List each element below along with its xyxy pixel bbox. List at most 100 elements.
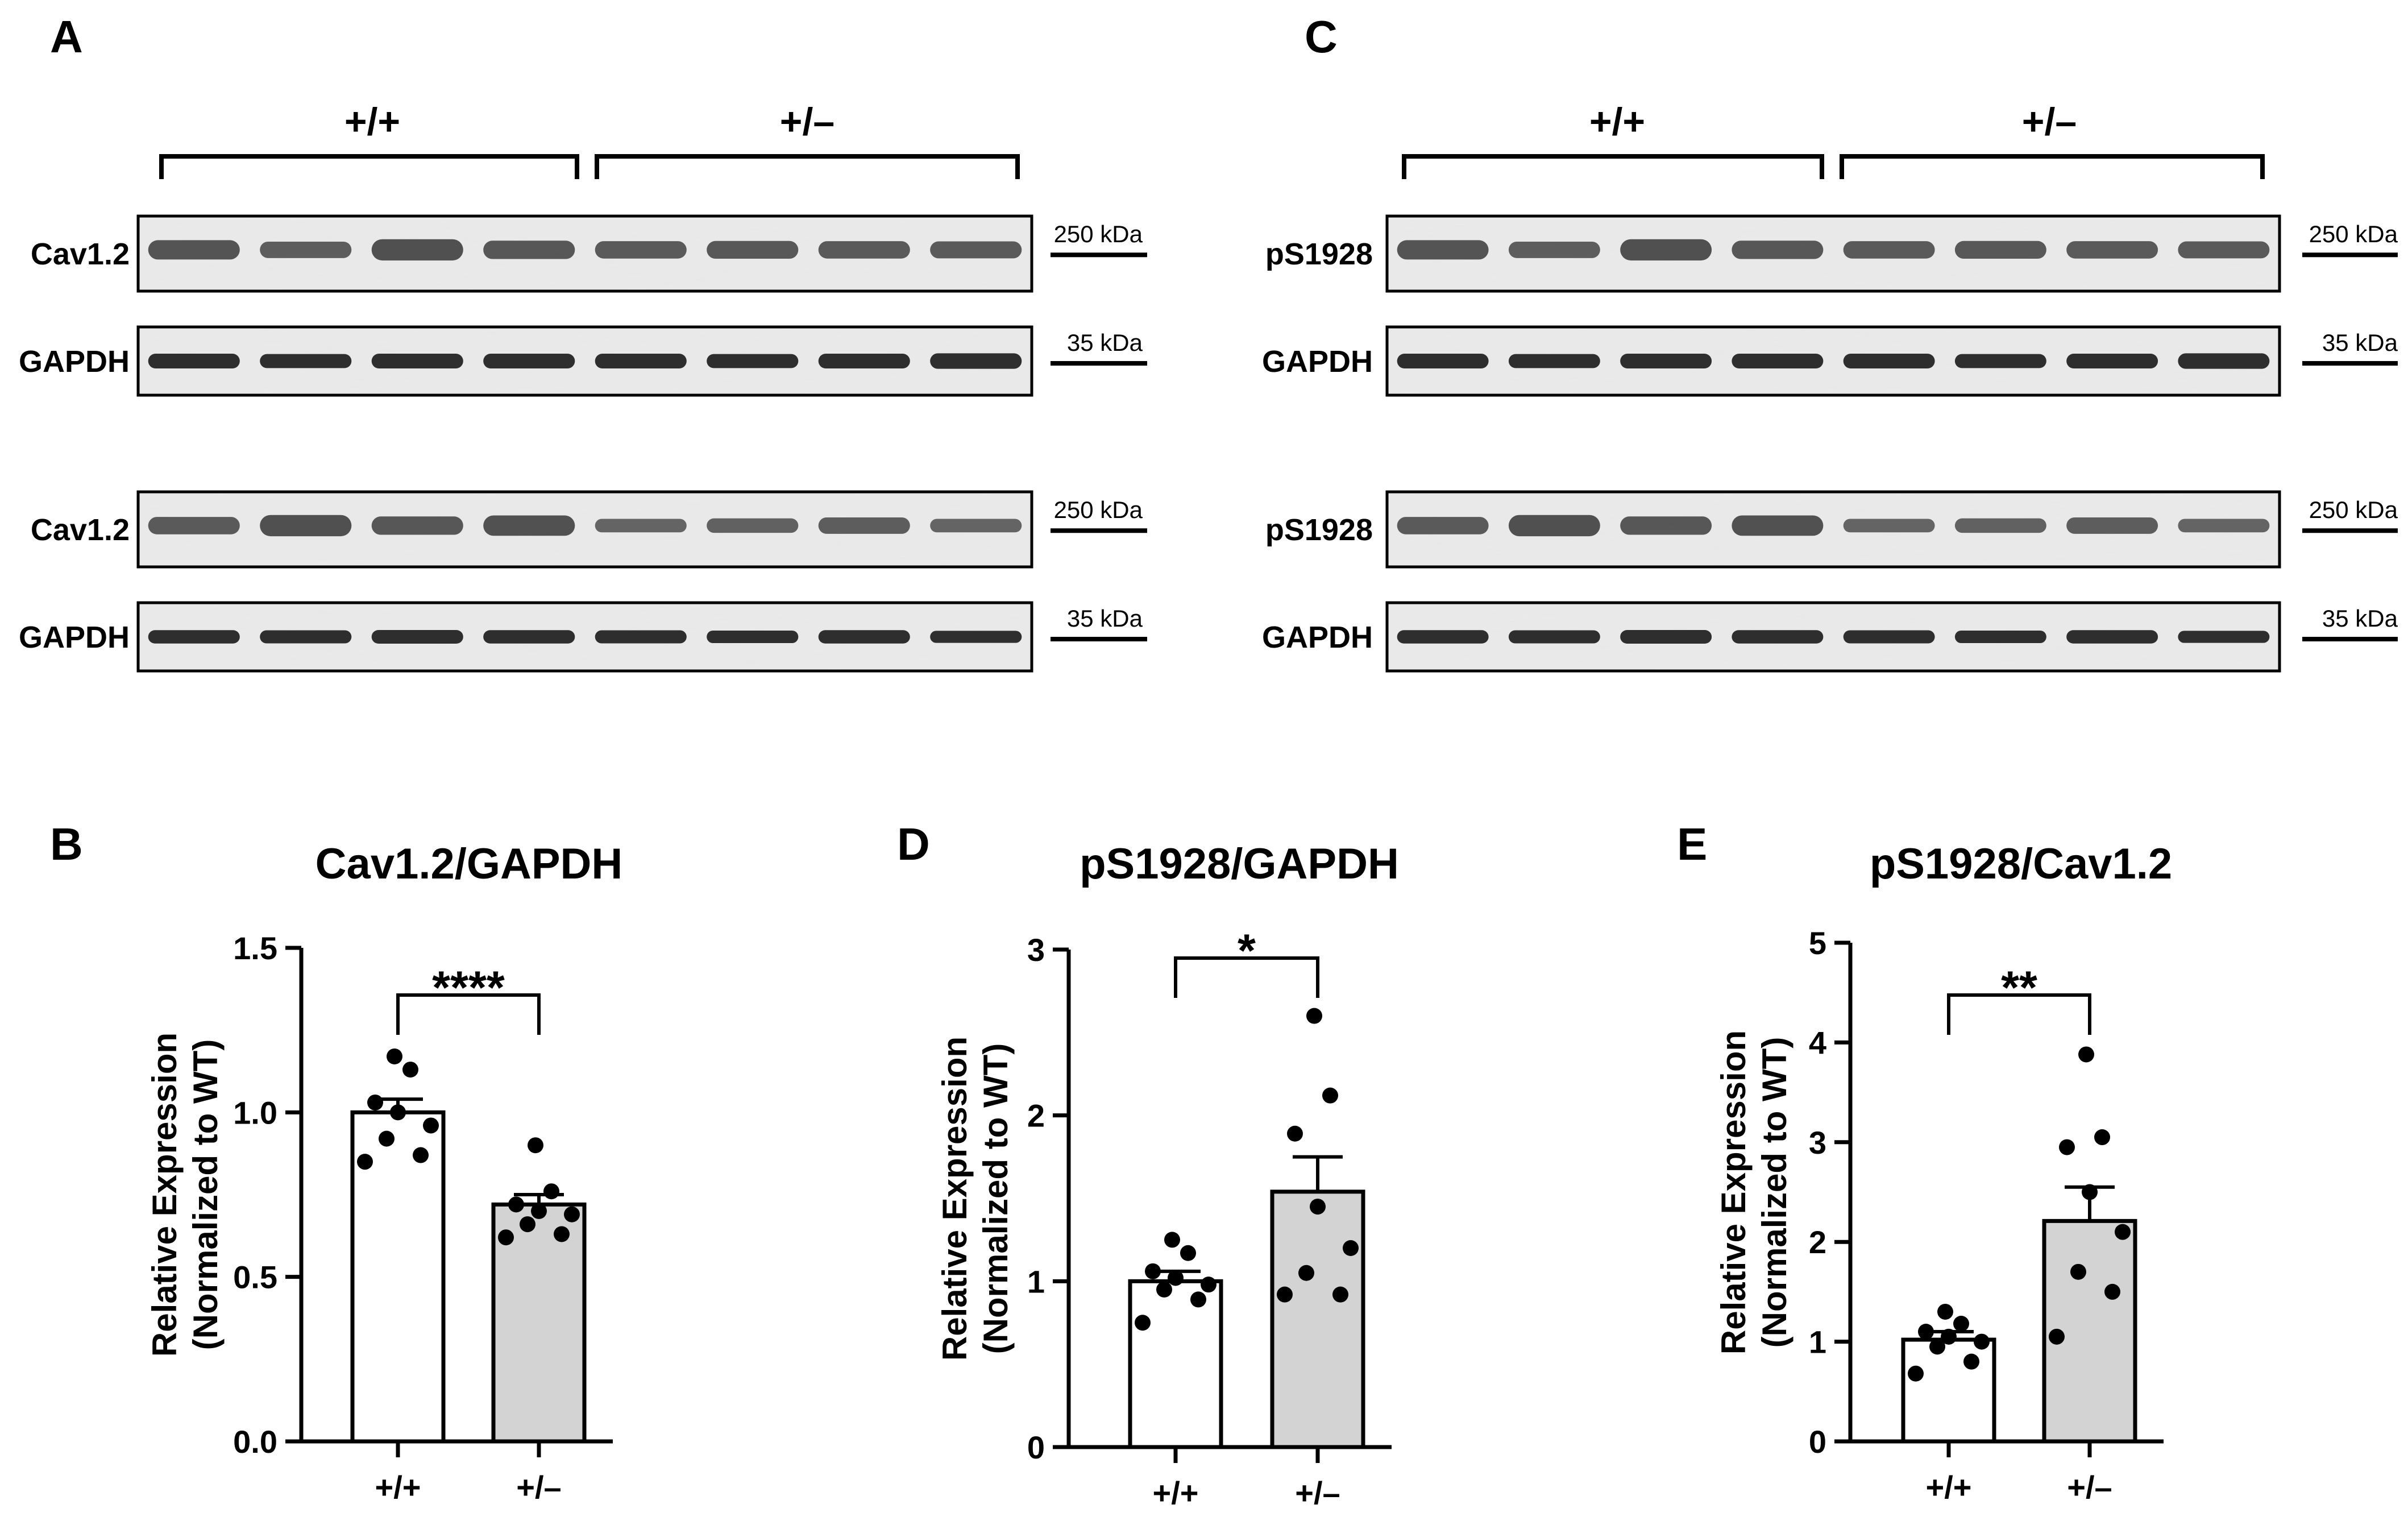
blot-band bbox=[2066, 241, 2158, 259]
group-bracket-het-c bbox=[1840, 154, 2265, 179]
data-point bbox=[1974, 1333, 1990, 1350]
blot-frame bbox=[136, 325, 1033, 397]
blot-band bbox=[1620, 630, 1712, 644]
blot-row: GAPDH 35 kDa bbox=[19, 325, 1147, 397]
significance-bracket bbox=[1174, 956, 1319, 998]
x-tick-label: +/+ bbox=[1153, 1475, 1199, 1511]
blot-band bbox=[707, 354, 799, 368]
blot-band bbox=[1732, 241, 1824, 259]
blot-band bbox=[260, 515, 352, 537]
data-point bbox=[1941, 1328, 1957, 1345]
blot-band bbox=[371, 239, 463, 261]
data-point bbox=[2059, 1139, 2075, 1155]
blot-band bbox=[1954, 518, 2046, 533]
blot-band bbox=[1397, 240, 1489, 260]
blot-row-label: Cav1.2 bbox=[31, 513, 130, 547]
blot-row: GAPDH 35 kDa bbox=[1262, 601, 2398, 673]
y-tick-label: 1.5 bbox=[233, 930, 277, 966]
blot-band bbox=[148, 240, 240, 260]
blot-band bbox=[2066, 517, 2158, 534]
blot-band bbox=[1620, 516, 1712, 535]
blot-band bbox=[371, 630, 463, 644]
mw-marker-label: 250 kDa bbox=[1054, 496, 1143, 523]
blot-band bbox=[818, 241, 910, 259]
blot-band bbox=[930, 353, 1022, 369]
data-point bbox=[2049, 1328, 2065, 1345]
data-point bbox=[1963, 1353, 1979, 1370]
panel-letter: B bbox=[50, 819, 83, 869]
blot-band bbox=[148, 517, 240, 534]
data-point bbox=[1953, 1316, 1969, 1332]
data-point bbox=[1322, 1087, 1338, 1104]
blot-band bbox=[483, 515, 575, 536]
blot-band bbox=[595, 354, 687, 368]
blot-band bbox=[483, 354, 575, 368]
blot-band bbox=[1732, 354, 1824, 368]
group-bracket-wt bbox=[159, 154, 579, 179]
group-bracket-wt-c bbox=[1402, 154, 1824, 179]
panel-letter: D bbox=[897, 819, 930, 869]
data-point bbox=[1929, 1338, 1945, 1355]
blot-band bbox=[148, 354, 240, 368]
data-point bbox=[1164, 1232, 1180, 1248]
blot-rows-a: Cav1.2 250 kDa GAPDH 35 kDa Cav1.2 250 kDa GAP… bbox=[19, 214, 1147, 673]
data-point bbox=[1937, 1303, 1953, 1320]
blot-band bbox=[1843, 241, 1935, 259]
blot-band bbox=[1508, 630, 1600, 644]
data-point bbox=[1287, 1125, 1303, 1142]
blot-band bbox=[371, 354, 463, 368]
blot-band bbox=[595, 519, 687, 533]
significance-bracket bbox=[1947, 993, 2091, 1035]
blot-frame bbox=[136, 490, 1033, 569]
y-tick-label: 0 bbox=[1809, 1424, 1826, 1460]
blot-band bbox=[818, 354, 910, 368]
x-tick-label: +/+ bbox=[1926, 1469, 1972, 1505]
y-axis-title-line: Relative Expression bbox=[936, 1037, 974, 1361]
x-tick-label: +/– bbox=[1295, 1475, 1340, 1511]
y-tick-label: 2 bbox=[1027, 1098, 1045, 1134]
chart-title: Cav1.2/GAPDH bbox=[315, 840, 623, 888]
blot-band bbox=[930, 241, 1022, 259]
data-point bbox=[357, 1154, 373, 1170]
y-axis-title-line: Relative Expression bbox=[146, 1033, 184, 1357]
significance-bracket bbox=[396, 993, 541, 1035]
blot-row-label: GAPDH bbox=[1262, 620, 1373, 654]
group-label-wt-c: +/+ bbox=[1589, 100, 1645, 143]
blot-row-label: GAPDH bbox=[19, 345, 130, 379]
mw-marker-label: 250 kDa bbox=[1054, 221, 1143, 247]
blot-band bbox=[1732, 630, 1824, 644]
blot-row: GAPDH 35 kDa bbox=[19, 601, 1147, 673]
blot-band bbox=[2066, 630, 2158, 644]
mw-marker-label: 35 kDa bbox=[1067, 329, 1143, 356]
y-tick-label: 3 bbox=[1809, 1125, 1826, 1161]
blot-frame bbox=[1385, 214, 2281, 293]
y-axis-title: Relative Expression(Normalized to WT) bbox=[146, 1033, 225, 1357]
data-point bbox=[2104, 1283, 2120, 1300]
blot-band bbox=[1620, 354, 1712, 368]
y-axis-title-line: Relative Expression bbox=[1714, 1030, 1753, 1354]
y-tick-label: 1 bbox=[1809, 1324, 1826, 1360]
y-axis-title: Relative Expression(Normalized to WT) bbox=[1714, 1030, 1793, 1354]
blot-row-label: pS1928 bbox=[1265, 237, 1373, 271]
panel-letter: E bbox=[1677, 819, 1707, 869]
y-tick-label: 4 bbox=[1809, 1025, 1826, 1060]
blot-band bbox=[818, 517, 910, 534]
x-tick-label: +/+ bbox=[375, 1469, 421, 1505]
data-point bbox=[531, 1203, 547, 1219]
data-point bbox=[2115, 1224, 2131, 1240]
blot-band bbox=[1954, 241, 2046, 259]
y-tick-label: 1.0 bbox=[233, 1095, 277, 1130]
data-point bbox=[1298, 1265, 1314, 1281]
blot-band bbox=[1843, 519, 1935, 533]
y-tick-label: 5 bbox=[1809, 925, 1826, 961]
blot-band bbox=[483, 630, 575, 644]
data-point bbox=[1190, 1291, 1206, 1308]
bar bbox=[1270, 1190, 1365, 1449]
blot-band bbox=[1508, 354, 1600, 368]
data-point bbox=[1145, 1263, 1161, 1279]
data-point bbox=[1310, 1199, 1326, 1215]
data-point bbox=[1156, 1281, 1172, 1298]
